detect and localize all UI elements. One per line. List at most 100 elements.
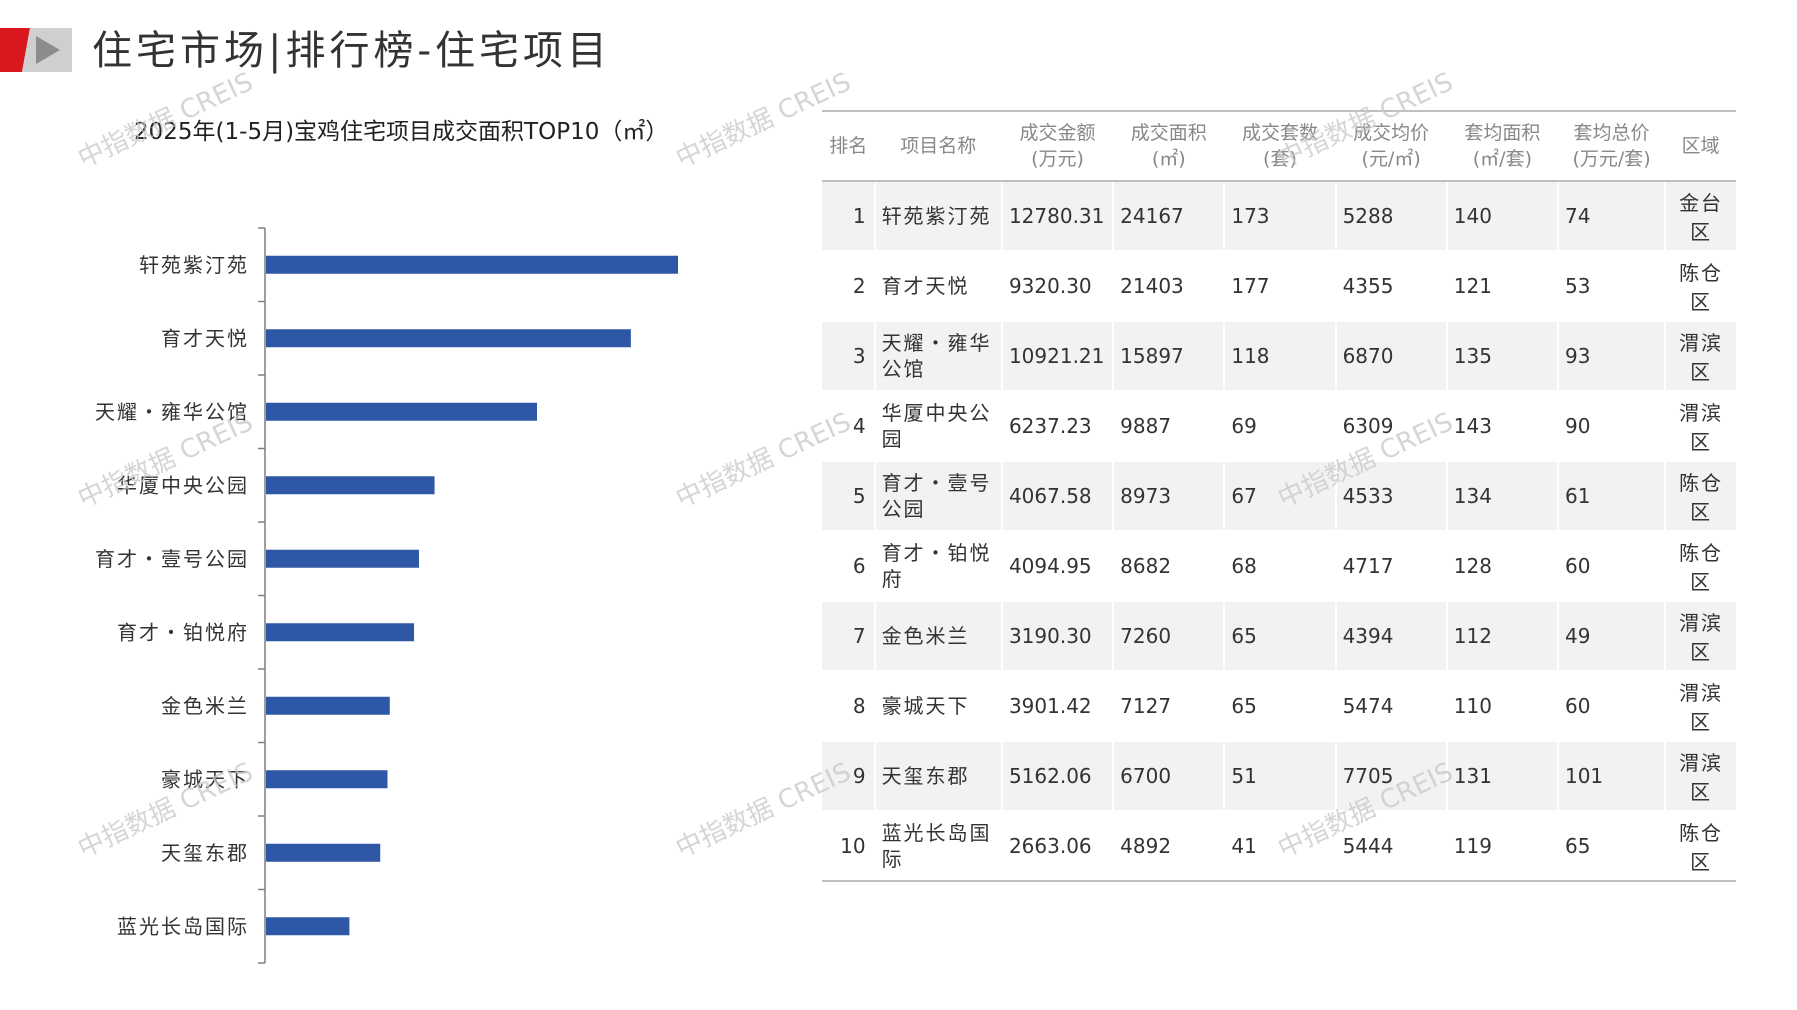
column-header: 套均总价 (万元/套) — [1557, 110, 1666, 182]
table-row: 4 华厦中央公园 6237.23 9887 69 6309 143 90 渭滨区 — [822, 391, 1736, 462]
cell-rank: 7 — [822, 601, 875, 672]
cell-rank: 5 — [822, 461, 875, 532]
table-row: 10 蓝光长岛国际 2663.06 4892 41 5444 119 65 陈仓区 — [822, 811, 1736, 882]
cell-area: 7127 — [1112, 671, 1225, 742]
cell-rank: 6 — [822, 531, 875, 602]
creis-logo — [0, 28, 72, 72]
cell-amount: 9320.30 — [1000, 251, 1114, 322]
column-header-line: (㎡/套) — [1472, 148, 1532, 170]
cell-price: 5444 — [1334, 811, 1447, 882]
cell-price: 5474 — [1334, 671, 1447, 742]
cell-avg-area: 134 — [1445, 461, 1558, 532]
cell-avg-total: 61 — [1556, 461, 1666, 532]
cell-avg-total: 93 — [1556, 321, 1666, 392]
cell-avg-total: 53 — [1556, 251, 1666, 322]
bar — [266, 549, 419, 568]
category-tick-label: 华厦中央公园 — [117, 473, 249, 497]
cell-amount: 4094.95 — [1000, 531, 1114, 602]
column-header: 排名 — [822, 110, 875, 182]
column-header-line: 成交金额 — [1019, 122, 1096, 144]
cell-units: 41 — [1223, 811, 1336, 882]
cell-price: 4355 — [1334, 251, 1447, 322]
category-tick-label: 育才・铂悦府 — [117, 620, 249, 644]
cell-area: 4892 — [1112, 811, 1225, 882]
cell-avg-total: 101 — [1556, 741, 1666, 812]
cell-name: 金色米兰 — [873, 601, 1002, 672]
table-header-row: 排名 项目名称 成交金额 (万元) 成交面积 (㎡) 成交套数 (套) 成交均价 (元/㎡) 套均面… — [822, 110, 1736, 182]
table-row: 5 育才・壹号公园 4067.58 8973 67 4533 134 61 陈仓区 — [822, 461, 1736, 532]
cell-price: 6870 — [1334, 321, 1447, 392]
column-header-line: (套) — [1263, 148, 1297, 170]
cell-rank: 3 — [822, 321, 875, 392]
cell-area: 24167 — [1112, 181, 1225, 252]
cell-amount: 2663.06 — [1000, 811, 1114, 882]
column-header-line: 成交均价 — [1353, 122, 1430, 144]
cell-avg-area: 128 — [1445, 531, 1558, 602]
cell-units: 65 — [1223, 671, 1336, 742]
chart-title: 2025年(1-5月)宝鸡住宅项目成交面积TOP10（㎡） — [134, 119, 669, 145]
cell-region: 陈仓区 — [1664, 531, 1736, 602]
bar — [266, 402, 538, 421]
table-row: 7 金色米兰 3190.30 7260 65 4394 112 49 渭滨区 — [822, 601, 1736, 672]
cell-units: 65 — [1223, 601, 1336, 672]
cell-amount: 3190.30 — [1000, 601, 1114, 672]
cell-avg-total: 60 — [1556, 531, 1666, 602]
cell-rank: 1 — [822, 181, 875, 252]
cell-region: 渭滨区 — [1664, 391, 1736, 462]
cell-name: 育才・壹号公园 — [873, 461, 1002, 532]
cell-area: 6700 — [1112, 741, 1225, 812]
bar — [266, 476, 435, 495]
cell-area: 8973 — [1112, 461, 1225, 532]
cell-region: 渭滨区 — [1664, 741, 1736, 812]
cell-avg-total: 65 — [1556, 811, 1666, 882]
cell-name: 蓝光长岛国际 — [873, 811, 1002, 882]
cell-avg-total: 74 — [1556, 181, 1666, 252]
bar — [266, 770, 388, 789]
cell-units: 67 — [1223, 461, 1336, 532]
table-row: 3 天耀・雍华公馆 10921.21 15897 118 6870 135 93 渭滨区 — [822, 321, 1736, 392]
cell-amount: 6237.23 — [1000, 391, 1114, 462]
column-header: 成交均价 (元/㎡) — [1335, 110, 1447, 182]
cell-area: 15897 — [1112, 321, 1225, 392]
bar — [266, 329, 631, 348]
cell-amount: 4067.58 — [1000, 461, 1114, 532]
cell-rank: 10 — [822, 811, 875, 882]
cell-region: 渭滨区 — [1664, 671, 1736, 742]
cell-area: 7260 — [1112, 601, 1225, 672]
cell-price: 6309 — [1334, 391, 1447, 462]
page-title: 住宅市场|排行榜-住宅项目 — [92, 28, 611, 74]
cell-price: 4717 — [1334, 531, 1447, 602]
cell-units: 173 — [1223, 181, 1336, 252]
cell-region: 陈仓区 — [1664, 811, 1736, 882]
cell-region: 金台区 — [1664, 181, 1736, 252]
bar-chart: 轩苑紫汀苑育才天悦天耀・雍华公馆华厦中央公园育才・壹号公园育才・铂悦府金色米兰豪… — [95, 227, 678, 964]
cell-amount: 12780.31 — [1000, 181, 1114, 252]
column-header-line: (万元) — [1031, 148, 1084, 170]
column-header-line: 成交套数 — [1241, 122, 1318, 144]
category-tick-label: 天耀・雍华公馆 — [95, 400, 249, 424]
cell-avg-total: 49 — [1556, 601, 1666, 672]
column-header: 区域 — [1665, 110, 1736, 182]
table-row: 6 育才・铂悦府 4094.95 8682 68 4717 128 60 陈仓区 — [822, 531, 1736, 602]
column-header-line: 套均总价 — [1573, 122, 1650, 144]
cell-avg-area: 131 — [1445, 741, 1558, 812]
category-tick-label: 育才・壹号公园 — [95, 547, 249, 571]
category-tick-label: 轩苑紫汀苑 — [139, 253, 249, 277]
cell-avg-area: 143 — [1445, 391, 1558, 462]
bar — [266, 623, 415, 642]
column-header-line: (元/㎡) — [1361, 148, 1421, 170]
cell-avg-area: 135 — [1445, 321, 1558, 392]
cell-region: 渭滨区 — [1664, 321, 1736, 392]
bar — [266, 255, 678, 274]
column-header-line: (㎡) — [1151, 148, 1186, 170]
column-header: 成交面积 (㎡) — [1113, 110, 1225, 182]
table-row: 9 天玺东郡 5162.06 6700 51 7705 131 101 渭滨区 — [822, 741, 1736, 812]
cell-name: 豪城天下 — [873, 671, 1002, 742]
cell-avg-total: 90 — [1556, 391, 1666, 462]
cell-units: 118 — [1223, 321, 1336, 392]
cell-avg-area: 110 — [1445, 671, 1558, 742]
cell-name: 天玺东郡 — [873, 741, 1002, 812]
column-header: 成交金额 (万元) — [1001, 110, 1114, 182]
column-header-line: 项目名称 — [900, 135, 977, 157]
column-header-line: 套均面积 — [1464, 122, 1541, 144]
